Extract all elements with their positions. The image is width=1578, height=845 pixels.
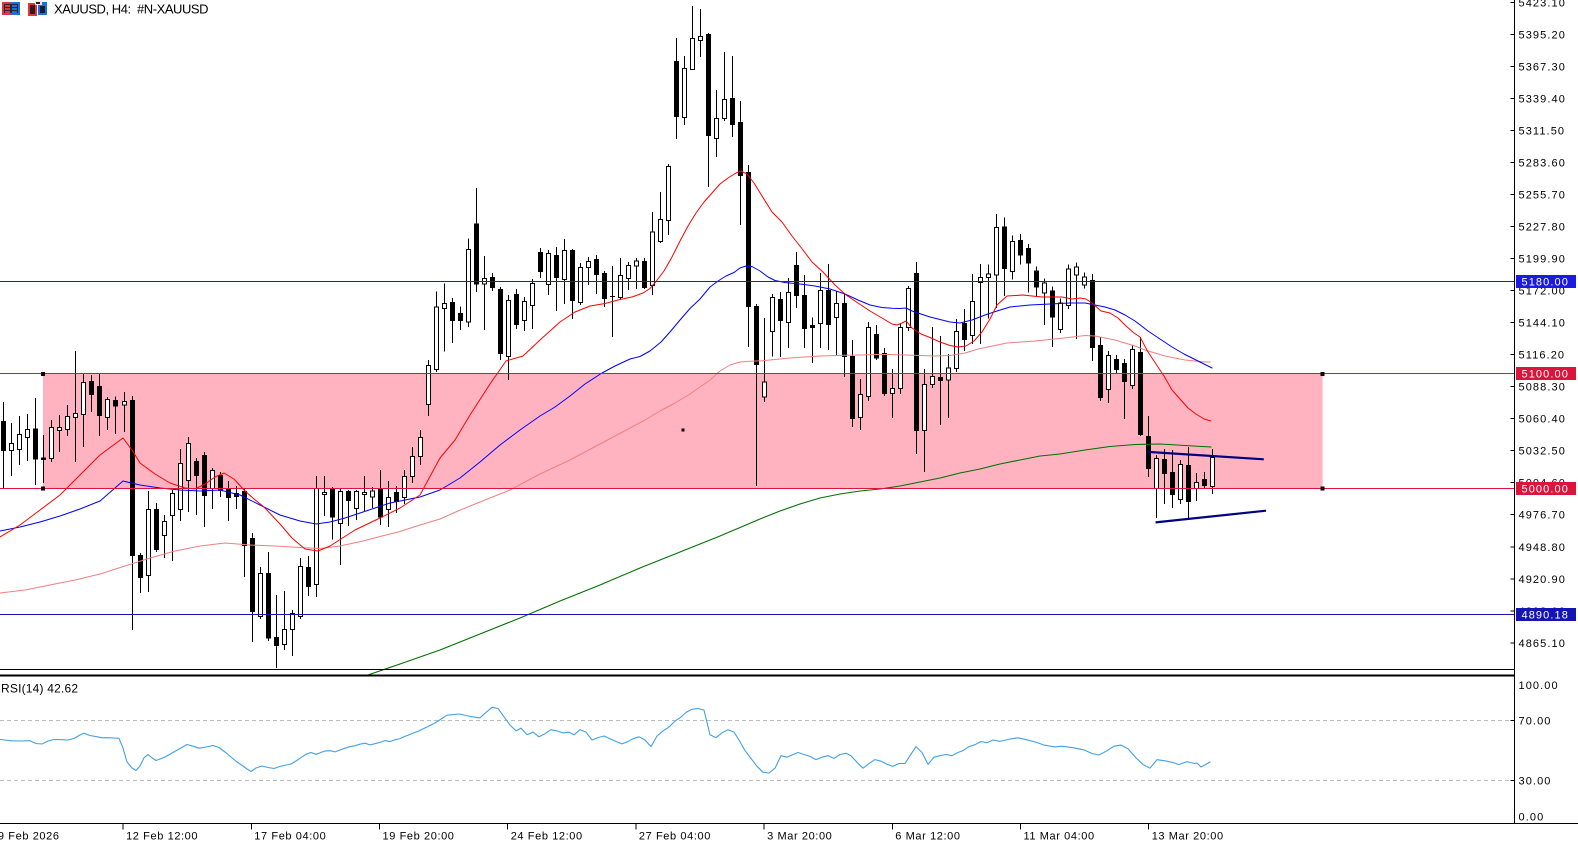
- svg-text:5100.00: 5100.00: [1522, 369, 1569, 381]
- svg-text:24 Feb 12:00: 24 Feb 12:00: [511, 831, 583, 843]
- svg-text:17 Feb 04:00: 17 Feb 04:00: [254, 831, 326, 843]
- svg-text:9 Feb 2026: 9 Feb 2026: [0, 831, 60, 843]
- svg-text:11 Mar 04:00: 11 Mar 04:00: [1024, 831, 1095, 843]
- svg-text:5172.00: 5172.00: [1519, 286, 1566, 298]
- svg-text:12 Feb 12:00: 12 Feb 12:00: [126, 831, 198, 843]
- svg-text:5423.10: 5423.10: [1519, 0, 1566, 10]
- svg-text:27 Feb 04:00: 27 Feb 04:00: [639, 831, 711, 843]
- svg-text:5367.30: 5367.30: [1519, 62, 1566, 74]
- svg-text:4865.10: 4865.10: [1519, 638, 1566, 650]
- svg-text:6 Mar 12:00: 6 Mar 12:00: [895, 831, 960, 843]
- svg-text:70.00: 70.00: [1519, 716, 1552, 728]
- svg-text:XAUUSD, H4: #N-XAUUSD: XAUUSD, H4: #N-XAUUSD: [54, 2, 208, 17]
- svg-text:5255.70: 5255.70: [1519, 190, 1566, 202]
- svg-text:5180.00: 5180.00: [1522, 277, 1569, 289]
- svg-text:5339.40: 5339.40: [1519, 94, 1566, 106]
- svg-text:5116.20: 5116.20: [1519, 350, 1566, 362]
- svg-text:5000.00: 5000.00: [1522, 484, 1569, 496]
- svg-text:13 Mar 20:00: 13 Mar 20:00: [1152, 831, 1224, 843]
- svg-text:5032.50: 5032.50: [1519, 446, 1566, 458]
- svg-text:5199.90: 5199.90: [1519, 254, 1566, 266]
- svg-text:4976.70: 4976.70: [1519, 510, 1566, 522]
- svg-text:4890.18: 4890.18: [1522, 610, 1569, 622]
- svg-text:3 Mar 20:00: 3 Mar 20:00: [767, 831, 832, 843]
- svg-text:5395.20: 5395.20: [1519, 30, 1566, 42]
- svg-text:RSI(14) 42.62: RSI(14) 42.62: [1, 682, 78, 696]
- svg-text:5060.40: 5060.40: [1519, 414, 1566, 426]
- svg-text:5227.80: 5227.80: [1519, 222, 1566, 234]
- svg-text:19 Feb 20:00: 19 Feb 20:00: [383, 831, 455, 843]
- svg-text:4920.90: 4920.90: [1519, 574, 1566, 586]
- svg-text:5088.30: 5088.30: [1519, 382, 1566, 394]
- svg-text:5283.60: 5283.60: [1519, 158, 1566, 170]
- svg-text:4948.80: 4948.80: [1519, 542, 1566, 554]
- svg-text:100.00: 100.00: [1519, 680, 1559, 692]
- svg-text:30.00: 30.00: [1519, 776, 1552, 788]
- svg-text:5311.50: 5311.50: [1519, 126, 1566, 138]
- svg-text:5144.10: 5144.10: [1519, 318, 1566, 330]
- svg-text:0.00: 0.00: [1519, 812, 1545, 824]
